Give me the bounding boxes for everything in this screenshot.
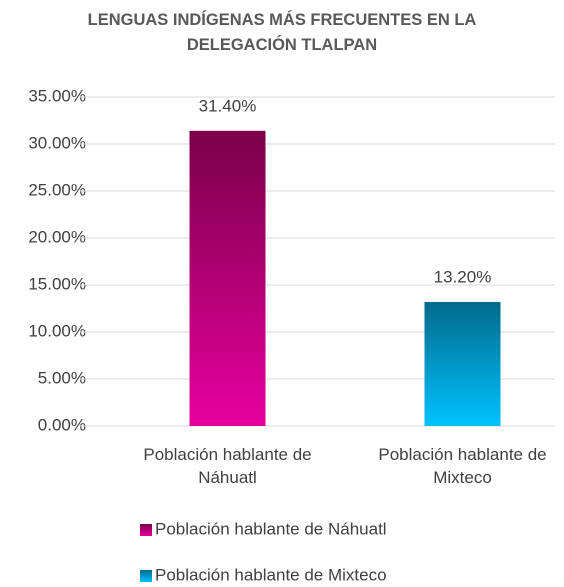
legend-label: Población hablante de Mixteco (155, 565, 387, 584)
data-label: 13.20% (434, 267, 492, 286)
bar (189, 130, 266, 426)
y-tick-label: 30.00% (28, 133, 86, 152)
chart-title: LENGUAS INDÍGENAS MÁS FRECUENTES EN LA D… (87, 11, 477, 54)
y-tick-label: 15.00% (28, 274, 86, 293)
y-tick-label: 20.00% (28, 227, 86, 246)
x-tick-label: Población hablante de Mixteco (378, 445, 547, 487)
y-tick-label: 0.00% (38, 415, 86, 434)
legend-label: Población hablante de Náhuatl (155, 519, 387, 538)
y-tick-label: 35.00% (28, 86, 86, 105)
y-tick-label: 5.00% (38, 368, 86, 387)
legend-swatch (140, 524, 152, 536)
x-tick-label: Población hablante de Náhuatl (143, 445, 312, 487)
y-tick-label: 10.00% (28, 321, 86, 340)
y-tick-label: 25.00% (28, 180, 86, 199)
bar (424, 301, 501, 426)
legend-swatch (140, 570, 152, 582)
data-label: 31.40% (199, 96, 257, 115)
